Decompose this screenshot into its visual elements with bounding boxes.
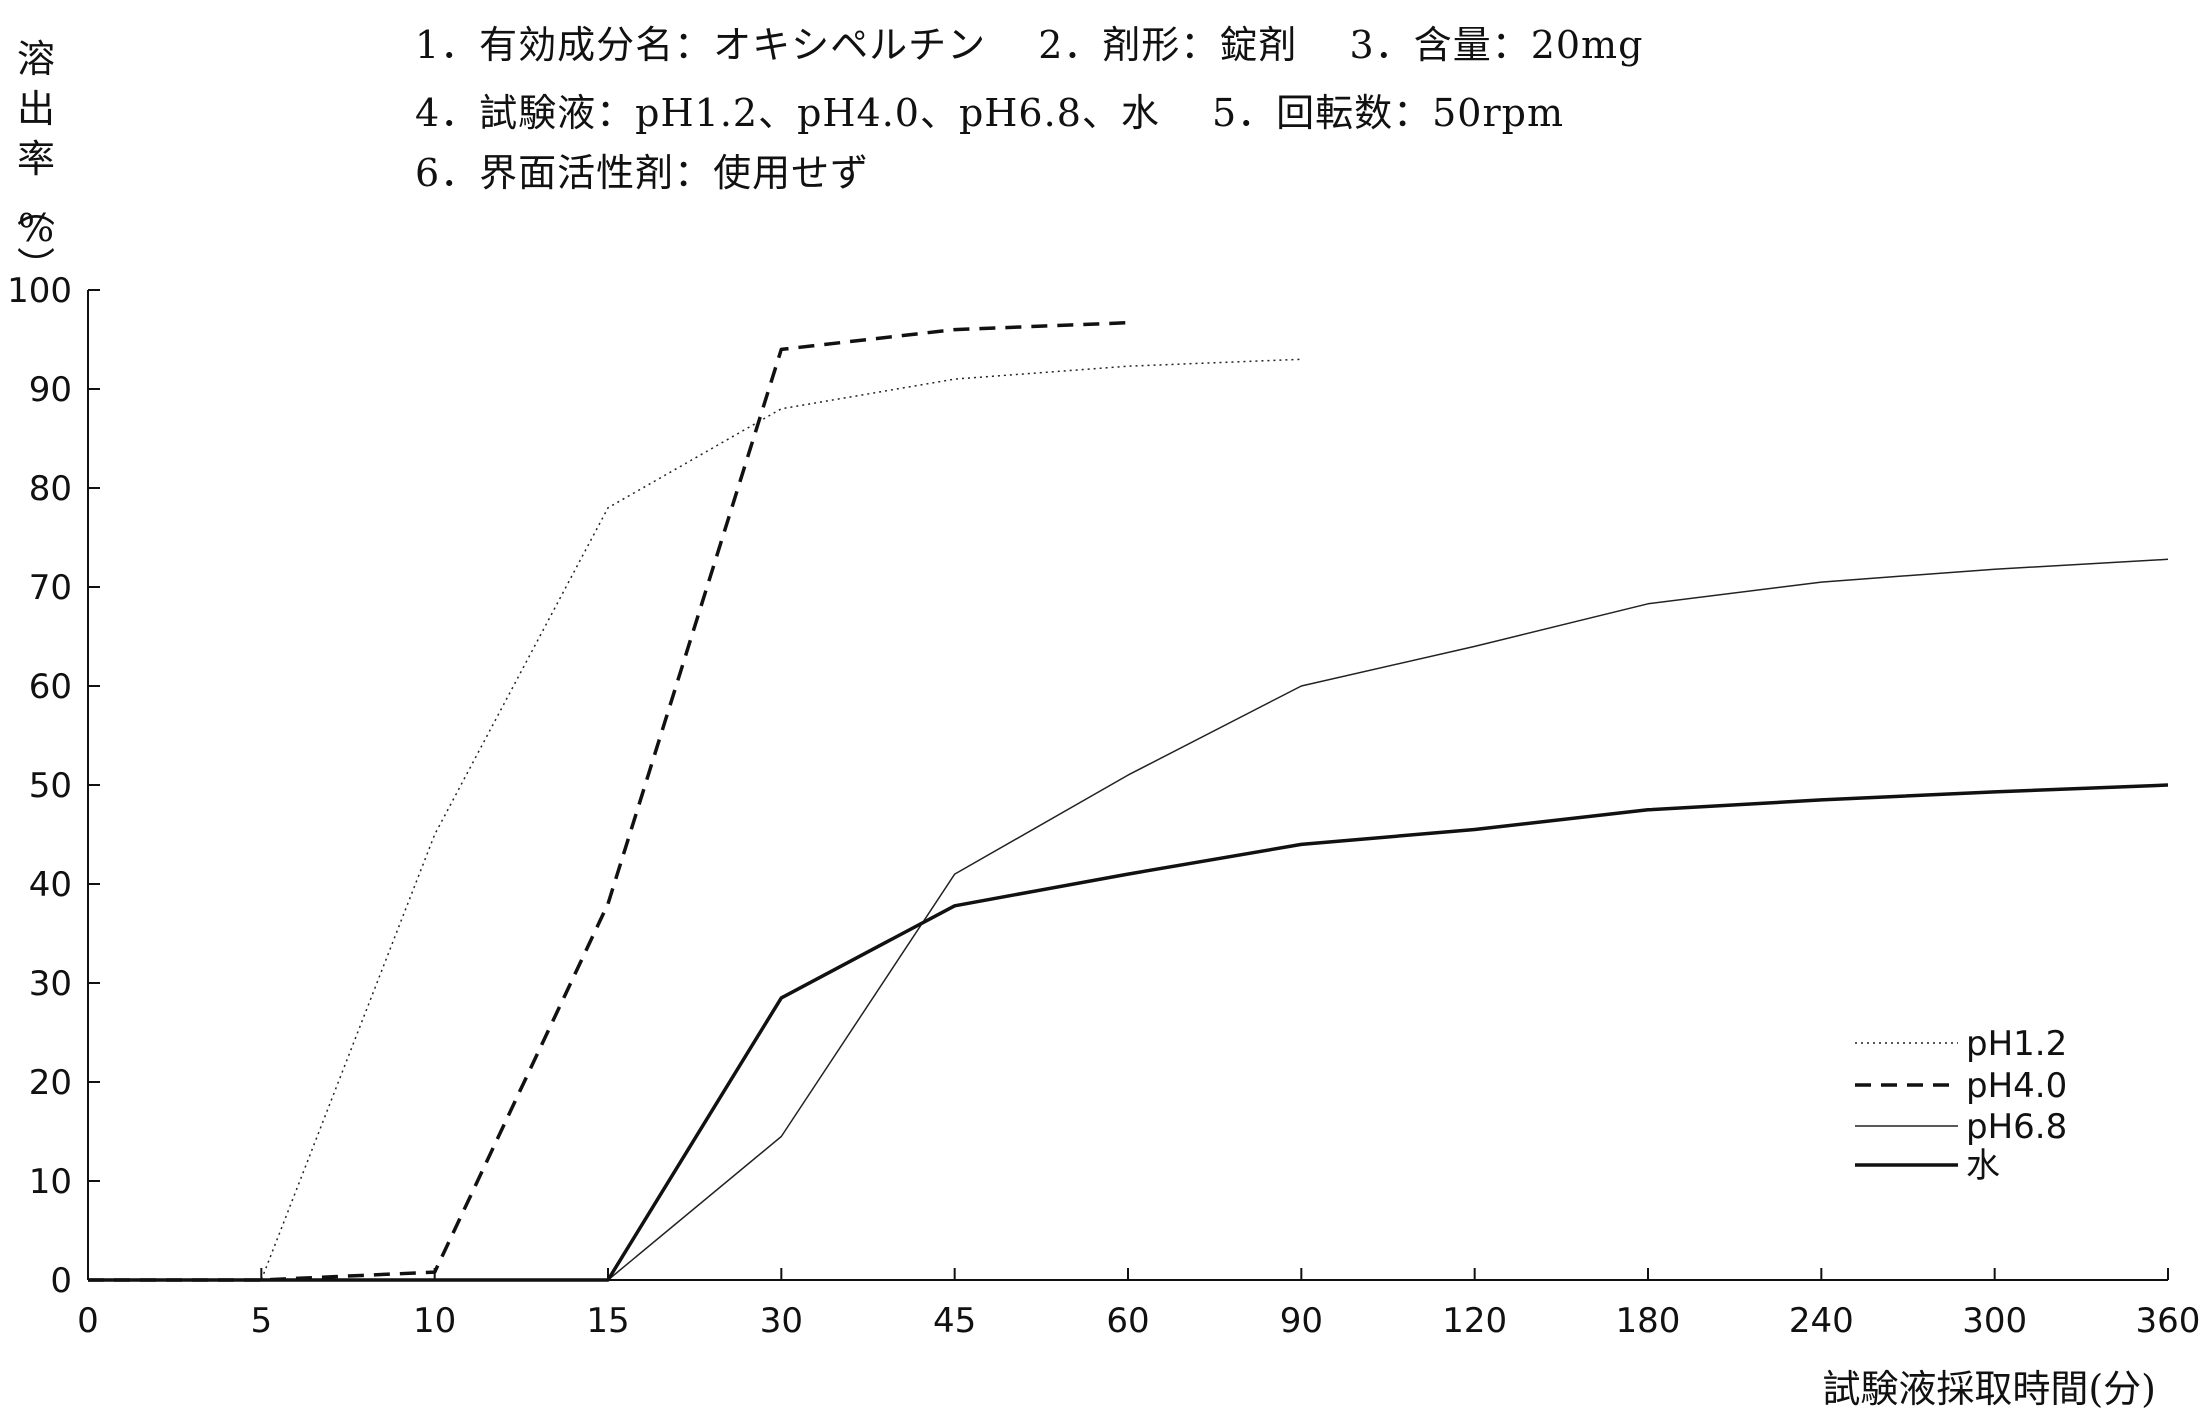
x-tick-label: 10: [413, 1301, 456, 1341]
y-axis-label-char: ︶: [16, 245, 55, 289]
x-tick-label: 0: [77, 1301, 99, 1341]
series-line-pH6.8: [88, 558, 2169, 1281]
y-tick-label: 20: [29, 1063, 72, 1103]
x-tick-label: 240: [1789, 1301, 1854, 1341]
y-tick-label: 40: [29, 865, 72, 905]
y-axis-label-char: 溶: [16, 37, 55, 81]
y-axis-label-char: 出: [16, 87, 55, 131]
y-tick-label: 30: [29, 964, 72, 1004]
series-line-水: [88, 783, 2169, 1282]
x-axis-label: 試験液採取時間(分): [1822, 1367, 2156, 1411]
x-tick-label: 180: [1616, 1301, 1681, 1341]
y-tick-label: 10: [29, 1162, 72, 1202]
legend-label-pH6.8: pH6.8: [1966, 1107, 2067, 1147]
y-axis-label-char: %: [17, 206, 55, 250]
x-tick-label: 15: [586, 1301, 629, 1341]
y-tick-label: 100: [7, 271, 72, 311]
series-line-pH4.0: [88, 320, 1129, 1282]
y-axis-label-char: ︵: [16, 187, 55, 231]
header-line-2: 4．試験液：pH1.2、pH4.0、pH6.8、水 5．回転数：50rpm: [415, 91, 1565, 135]
y-tick-label: 60: [29, 667, 72, 707]
x-tick-label: 45: [933, 1301, 976, 1341]
x-tick-label: 360: [2136, 1301, 2201, 1341]
legend-label-pH4.0: pH4.0: [1966, 1066, 2067, 1106]
x-tick-label: 60: [1106, 1301, 1149, 1341]
y-tick-label: 0: [50, 1261, 72, 1301]
series-line-pH1.2: [88, 358, 1302, 1281]
y-tick-label: 90: [29, 370, 72, 410]
legend-label-pH1.2: pH1.2: [1966, 1024, 2067, 1064]
y-tick-label: 80: [29, 469, 72, 509]
x-tick-label: 30: [760, 1301, 803, 1341]
x-tick-label: 120: [1442, 1301, 1507, 1341]
x-tick-label: 300: [1962, 1301, 2027, 1341]
y-tick-label: 50: [29, 766, 72, 806]
x-tick-label: 5: [251, 1301, 273, 1341]
y-axis-label-char: 率: [16, 137, 55, 181]
header-line-1: 1．有効成分名：オキシペルチン 2．剤形：錠剤 3．含量：20mg: [415, 23, 1644, 67]
legend-label-水: 水: [1966, 1146, 2000, 1186]
header-line-3: 6．界面活性剤：使用せず: [415, 151, 870, 195]
x-tick-label: 90: [1280, 1301, 1323, 1341]
y-tick-label: 70: [29, 568, 72, 608]
